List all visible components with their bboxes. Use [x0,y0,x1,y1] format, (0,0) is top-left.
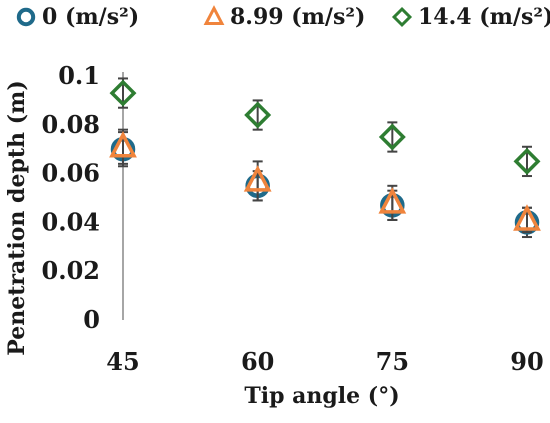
data-point [513,147,541,175]
series-1 [109,128,541,234]
y-tick-label: 0.04 [42,207,100,236]
data-point [109,79,137,107]
y-tick-label: 0.1 [58,61,100,90]
series-0 [110,131,540,239]
x-tick-label: 60 [241,347,274,376]
y-tick-label: 0.06 [42,159,100,188]
legend: 0 (m/s²) 8.99 (m/s²) 14.4 (m/s²) [16,4,550,30]
x-tick-label: 75 [376,347,409,376]
data-point [378,187,407,214]
data-point [378,123,406,151]
x-axis: 45 60 75 90 [106,347,543,376]
y-tick-label: 0.08 [42,110,100,139]
legend-label: 8.99 (m/s²) [230,4,365,30]
data-point [513,204,541,231]
legend-label: 0 (m/s²) [42,4,139,30]
plot-area [109,77,541,239]
data-point [243,165,272,192]
x-tick-label: 45 [106,347,139,376]
data-point [244,101,272,129]
y-axis-title: Penetration depth (m) [4,80,30,355]
legend-marker-triangle [203,5,225,25]
series-2 [109,77,541,178]
y-tick-label: 0.02 [42,256,100,285]
x-axis-title: Tip angle (°) [244,383,399,409]
legend-marker-diamond [391,6,413,28]
y-axis: 0 0.02 0.04 0.06 0.08 0.1 [42,61,124,334]
legend-marker-circle [16,7,36,27]
legend-label: 14.4 (m/s²) [418,4,550,30]
y-tick-label: 0 [83,305,100,334]
data-point [109,130,137,158]
x-tick-label: 90 [510,347,543,376]
